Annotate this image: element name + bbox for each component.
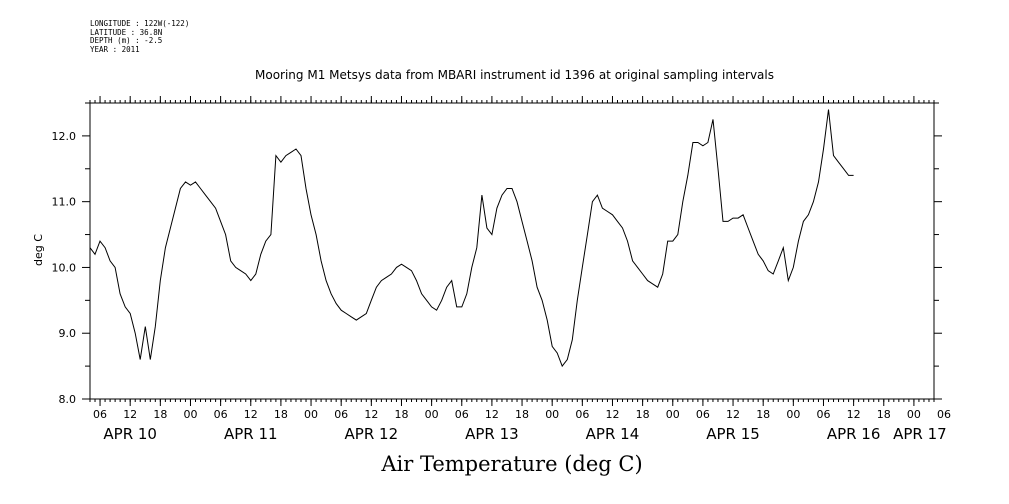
x-tick-label: 06 (214, 408, 228, 421)
day-label: APR 16 (827, 425, 881, 443)
x-tick-label: 06 (696, 408, 710, 421)
x-tick-label: 06 (93, 408, 107, 421)
y-tick-label: 11.0 (52, 196, 77, 209)
y-tick-label: 12.0 (52, 130, 77, 143)
series-line (89, 109, 854, 368)
x-tick-label: 00 (545, 408, 559, 421)
day-label: APR 11 (224, 425, 278, 443)
y-tick-label: 9.0 (59, 327, 77, 340)
x-tick-label: 06 (816, 408, 830, 421)
x-tick-label: 12 (847, 408, 861, 421)
y-tick-label: 8.0 (59, 393, 77, 406)
x-tick-label: 06 (455, 408, 469, 421)
x-tick-label: 18 (394, 408, 408, 421)
day-labels: APR 10 APR 11 APR 12 APR 13 APR 14 APR 15 APR … (103, 425, 946, 443)
day-label: APR 12 (345, 425, 399, 443)
x-tick-labels: 06 12 18 00 06 12 18 00 06 12 18 00 06 12 18 00 06 12 18 00… (93, 408, 951, 421)
chart-title: Mooring M1 Metsys data from MBARI instru… (255, 68, 774, 82)
x-tick-label: 06 (937, 408, 951, 421)
metadata-block: LONGITUDE : 122W(-122) LATITUDE : 36.8N … (90, 19, 190, 54)
depth-label: DEPTH (m) : -2.5 (90, 36, 163, 45)
x-tick-label: 00 (907, 408, 921, 421)
y-tick-label: 10.0 (52, 261, 77, 274)
latitude-label: LATITUDE : 36.8N (90, 27, 163, 37)
x-tick-label: 12 (244, 408, 258, 421)
x-tick-label: 12 (485, 408, 499, 421)
x-tick-label: 00 (425, 408, 439, 421)
day-label: APR 14 (586, 425, 640, 443)
x-tick-label: 00 (666, 408, 680, 421)
x-tick-label: 00 (786, 408, 800, 421)
x-tick-label: 00 (304, 408, 318, 421)
day-label: APR 10 (103, 425, 157, 443)
day-label: APR 15 (706, 425, 760, 443)
longitude-label: LONGITUDE : 122W(-122) (90, 19, 190, 28)
x-tick-label: 18 (274, 408, 288, 421)
y-tick-labels: 8.0 9.0 10.0 11.0 12.0 (52, 130, 77, 406)
x-tick-label: 18 (756, 408, 770, 421)
x-tick-label: 12 (726, 408, 740, 421)
day-label: APR 17 (893, 425, 947, 443)
day-label: APR 13 (465, 425, 519, 443)
x-tick-label: 00 (183, 408, 197, 421)
x-tick-label: 18 (877, 408, 891, 421)
chart-axes (82, 96, 942, 406)
year-label: YEAR : 2011 (90, 44, 140, 54)
x-tick-label: 06 (575, 408, 589, 421)
plot-frame (89, 102, 935, 400)
x-tick-label: 06 (334, 408, 348, 421)
x-tick-label: 12 (605, 408, 619, 421)
x-axis-title: Air Temperature (deg C) (381, 452, 643, 476)
x-tick-label: 18 (153, 408, 167, 421)
x-tick-label: 12 (123, 408, 137, 421)
x-tick-label: 18 (515, 408, 529, 421)
y-axis-label: deg C (32, 234, 45, 266)
x-tick-label: 18 (636, 408, 650, 421)
x-tick-label: 12 (364, 408, 378, 421)
